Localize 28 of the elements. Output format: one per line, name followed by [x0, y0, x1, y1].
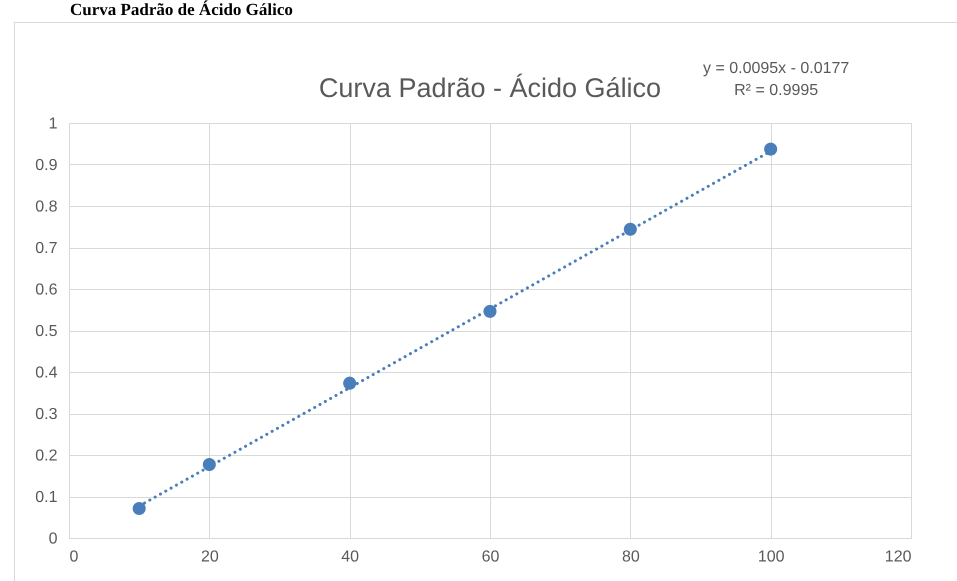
y-tick-label: 0.1: [35, 489, 58, 506]
point: [202, 458, 216, 472]
y-tick-label: 0.6: [35, 282, 58, 298]
y-tick-label: 1: [48, 116, 58, 132]
point: [624, 222, 637, 236]
x-tick-label: 100: [758, 548, 785, 566]
chart-title: Curva Padrão - Ácido Gálico: [318, 73, 662, 103]
y-tick-label: 0.3: [35, 406, 58, 423]
text: Curva Padrão de Ácido Gálico: [70, 0, 293, 20]
y-tick-label: 0.5: [35, 323, 58, 340]
x-tick-label: 80: [622, 548, 640, 566]
text: R² = 0.9995: [733, 81, 820, 101]
point: [343, 376, 356, 390]
point: [483, 304, 497, 318]
point: [132, 502, 146, 516]
x-tick-label: 20: [200, 548, 219, 566]
y-tick-label: 0.4: [35, 364, 58, 382]
x-tick-label: 0: [70, 548, 78, 566]
y-tick-label: 0.9: [35, 157, 58, 174]
y-tick-label: 0.2: [35, 448, 58, 464]
y-tick-label: 0.8: [35, 198, 58, 216]
x-tick-label: 120: [884, 548, 912, 566]
y-tick-label: 0.7: [35, 240, 58, 257]
text: y = 0.0095x - 0.0177: [703, 59, 850, 79]
x-tick-label: 40: [341, 548, 360, 566]
point: [764, 142, 778, 156]
x-tick-label: 60: [482, 548, 500, 566]
y-tick-label: 0: [48, 530, 58, 548]
